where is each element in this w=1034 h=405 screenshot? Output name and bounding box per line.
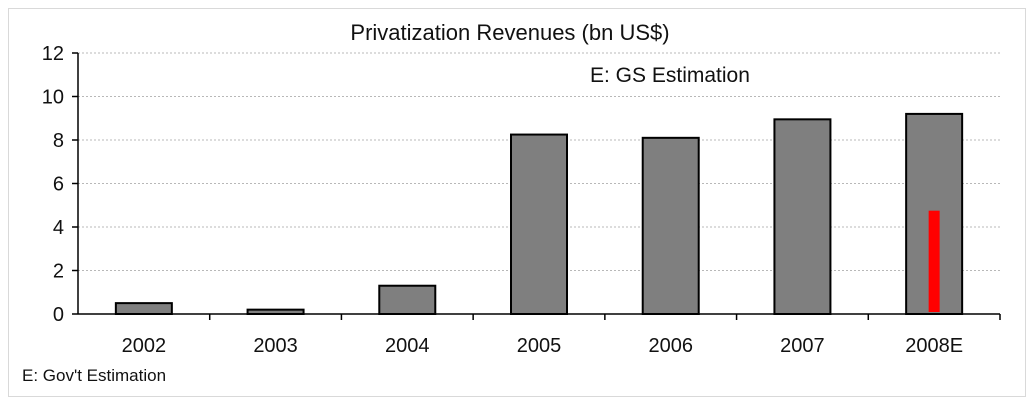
chart-title: Privatization Revenues (bn US$) <box>350 20 669 45</box>
bars <box>114 112 964 316</box>
y-tick-label: 8 <box>53 130 64 152</box>
x-tick-label: 2003 <box>253 335 298 357</box>
x-tick-label: 2006 <box>648 335 693 357</box>
gridlines <box>78 52 1000 271</box>
x-tick-label: 2008E <box>905 335 963 357</box>
bar-2002 <box>114 302 173 315</box>
y-tick-label: 10 <box>42 87 64 109</box>
gov-estimation-footnote: E: Gov't Estimation <box>22 366 166 385</box>
y-tick-label: 4 <box>53 217 64 239</box>
bar-2004 <box>378 284 437 316</box>
gs-estimation-annotation: E: GS Estimation <box>590 64 750 87</box>
y-tick-label: 0 <box>53 304 64 326</box>
y-tick-label: 6 <box>53 174 64 196</box>
x-tick-label: 2004 <box>385 335 430 357</box>
chart-frame <box>8 8 1026 397</box>
x-tick-label: 2007 <box>780 335 825 357</box>
x-tick-label: 2002 <box>122 335 167 357</box>
axes: 0 2 4 6 8 10 12 2002 2003 2004 2005 2006 2007 2008E <box>42 43 1001 357</box>
bar-2007 <box>773 118 832 316</box>
y-tick-label: 12 <box>42 43 64 65</box>
y-tick-label: 2 <box>53 261 64 283</box>
x-tick-label: 2005 <box>517 335 562 357</box>
estimate-bar-2008E <box>928 210 940 312</box>
bar-2006 <box>641 136 700 315</box>
bar-2005 <box>510 133 568 315</box>
